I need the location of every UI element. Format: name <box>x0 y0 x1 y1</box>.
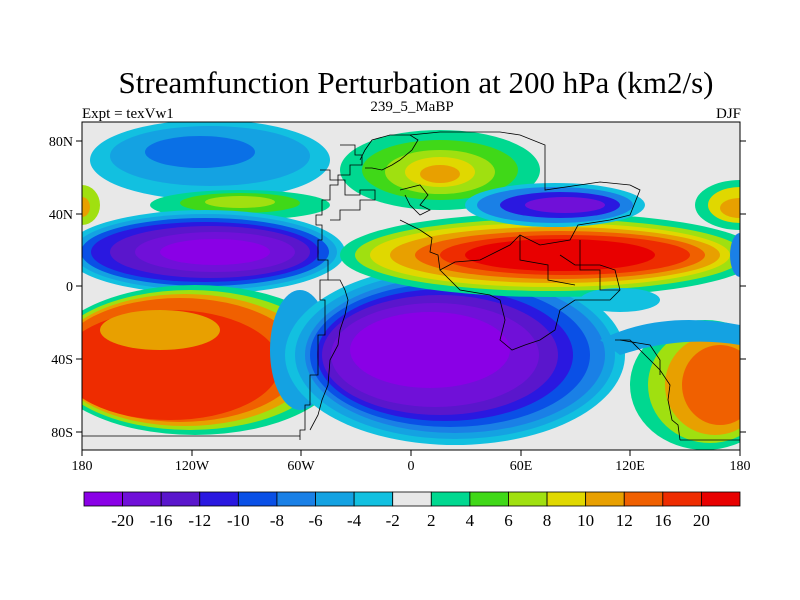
coast-australia <box>615 339 681 441</box>
case-label: 239_5_MaBP <box>370 99 453 115</box>
map-plot: 180 120W 60W 0 60E 120E 180 80N 40N 0 40… <box>49 121 751 474</box>
colorbar-label: 10 <box>577 511 594 530</box>
colorbar-label: -6 <box>308 511 322 530</box>
colorbar-box <box>122 491 162 507</box>
field-sopac-notch <box>100 310 220 350</box>
field-indian-lobe <box>580 288 660 312</box>
field-nepac-core <box>720 198 740 218</box>
colorbar: -20 -16 -12 -10 -8 -6 -4 -2 2 4 6 8 10 12 16 20 <box>83 491 741 530</box>
y-tick-label: 40S <box>51 353 73 368</box>
coast-north-america-top <box>320 169 376 221</box>
tick-marks <box>76 140 746 456</box>
x-tick-label: 180 <box>730 459 751 474</box>
coast-sea-islands <box>619 339 661 375</box>
field-east-edge-blue <box>730 233 740 277</box>
coast-greenland <box>359 134 419 171</box>
colorbar-label: -4 <box>347 511 362 530</box>
colorbar-box <box>160 491 201 507</box>
x-tick-label: 60E <box>510 459 533 474</box>
season-label: DJF <box>716 106 741 122</box>
field-tropac-core <box>160 239 270 265</box>
field-nasia-core <box>525 197 605 213</box>
colorbar-label: -12 <box>188 511 211 530</box>
y-tick-label: 80N <box>49 135 73 150</box>
field-wedge-orange <box>82 197 90 217</box>
contour-fields <box>82 122 740 450</box>
colorbar-box <box>623 491 664 507</box>
colorbar-box <box>546 491 587 507</box>
colorbar-label: 2 <box>427 511 436 530</box>
colorbar-box <box>585 491 625 507</box>
colorbar-box <box>199 491 239 507</box>
x-tick-label: 120E <box>615 459 645 474</box>
coast-americas <box>299 144 363 440</box>
colorbar-label: -10 <box>227 511 250 530</box>
coast-south-america-east <box>309 279 349 431</box>
colorbar-label: 20 <box>693 511 710 530</box>
coast-europe-asia <box>399 131 641 271</box>
colorbar-box <box>469 491 509 507</box>
colorbar-box <box>353 491 394 507</box>
x-tick-label: 60W <box>287 459 315 474</box>
field-na-band-inner <box>205 196 275 208</box>
y-tick-label: 0 <box>66 280 73 295</box>
colorbar-box <box>508 491 548 507</box>
colorbar-label: -8 <box>270 511 284 530</box>
field-satl-core <box>350 312 510 388</box>
chart-title: Streamfunction Perturbation at 200 hPa (… <box>119 65 714 100</box>
x-tick-label: 120W <box>175 459 210 474</box>
colorbar-label: -2 <box>386 511 400 530</box>
colorbar-box <box>83 491 123 507</box>
y-tick-label: 40N <box>49 208 73 223</box>
colorbar-box <box>237 491 278 507</box>
x-tick-label: 180 <box>72 459 93 474</box>
colorbar-label: 6 <box>504 511 513 530</box>
x-tick-label: 0 <box>408 459 415 474</box>
colorbar-label: 4 <box>466 511 475 530</box>
colorbar-label: 12 <box>616 511 633 530</box>
experiment-label: Expt = texVw1 <box>82 106 174 122</box>
field-wpac-core <box>682 345 740 425</box>
coast-africa <box>439 254 621 351</box>
coast-europe-west <box>399 184 431 216</box>
coast-antarctica <box>82 435 740 441</box>
coast-asia-south <box>519 235 620 291</box>
field-natl-core <box>420 165 460 183</box>
colorbar-box <box>662 491 702 507</box>
colorbar-box <box>392 491 432 507</box>
field-east-arm <box>600 320 740 355</box>
colorbar-label: 16 <box>654 511 671 530</box>
field-north-pacific-core <box>145 136 255 168</box>
coastlines <box>82 131 740 441</box>
colorbar-label: -16 <box>150 511 173 530</box>
colorbar-label: 8 <box>543 511 552 530</box>
colorbar-label: -20 <box>111 511 134 530</box>
colorbar-box <box>315 491 355 507</box>
y-tick-label: 80S <box>51 426 73 441</box>
colorbar-box <box>430 491 471 507</box>
colorbar-box <box>276 491 316 507</box>
colorbar-box <box>701 491 741 507</box>
